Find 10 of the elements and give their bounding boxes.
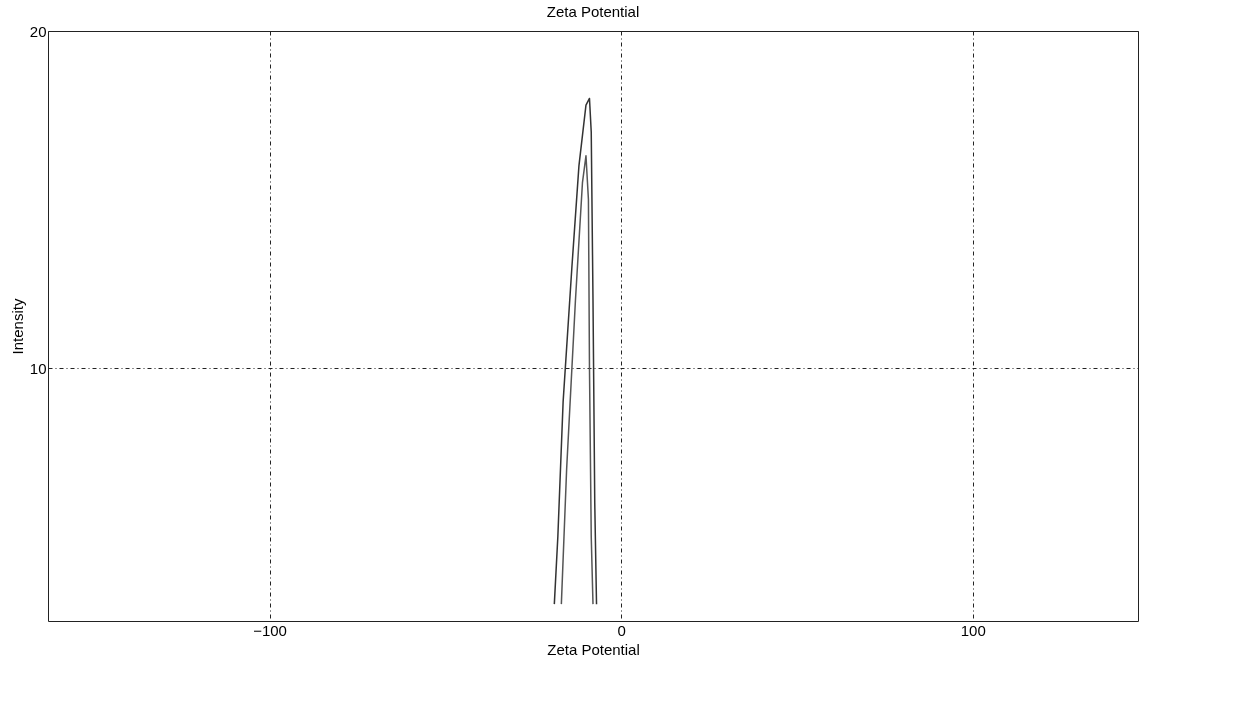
x-tick-label: −100 (253, 621, 287, 639)
y-tick-label: 20 (29, 22, 47, 40)
x-axis-title: Zeta Potential (547, 640, 640, 658)
x-tick-label: 0 (617, 621, 626, 639)
line-series (553, 97, 598, 605)
y-tick-label: 10 (29, 359, 47, 377)
x-tick-label: 100 (960, 621, 986, 639)
chart-title: Zeta Potential (546, 3, 640, 20)
line-series (560, 154, 594, 605)
y-axis-title: Intensity (8, 298, 26, 355)
